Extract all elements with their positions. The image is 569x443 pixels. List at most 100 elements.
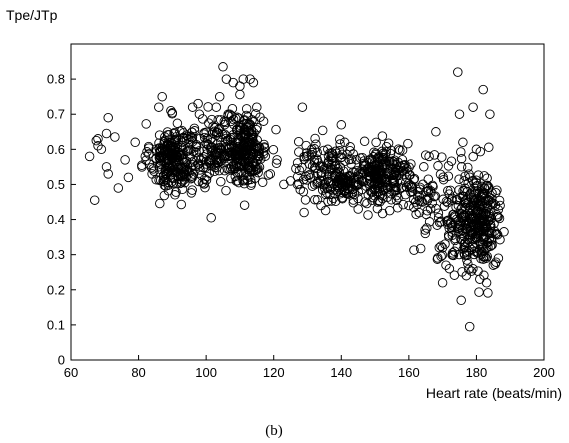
data-point [188, 169, 199, 179]
data-point [233, 143, 243, 154]
data-point [464, 172, 475, 182]
data-point [360, 197, 370, 207]
data-point [443, 161, 454, 171]
y-tick-label: 0.6 [47, 142, 65, 157]
data-point [310, 133, 320, 144]
data-point [491, 228, 502, 239]
data-point [412, 191, 423, 201]
data-point [312, 195, 323, 205]
data-point [339, 175, 349, 186]
data-point [155, 198, 165, 209]
data-point [180, 158, 190, 168]
data-point [433, 208, 444, 218]
data-point [182, 164, 192, 175]
data-point [384, 156, 394, 167]
data-point [431, 127, 441, 137]
data-point [307, 181, 318, 191]
data-point [393, 144, 404, 154]
data-point [204, 168, 215, 179]
data-point [476, 249, 487, 259]
data-point [414, 192, 425, 202]
plot-frame [70, 43, 545, 361]
data-point [464, 243, 475, 253]
data-point [162, 130, 173, 140]
data-point [179, 163, 189, 173]
data-point [371, 137, 381, 148]
data-point [482, 237, 492, 247]
data-point [483, 288, 493, 298]
data-point [263, 170, 274, 180]
data-point [293, 136, 304, 147]
data-point [409, 202, 419, 213]
y-axis-title: Tpe/JTp [6, 7, 58, 23]
data-point [441, 196, 452, 207]
data-point [168, 153, 179, 163]
data-point [442, 219, 453, 230]
data-point [211, 149, 221, 160]
data-point [351, 154, 361, 165]
y-tick-label: 0.5 [47, 177, 65, 192]
data-point [239, 200, 250, 210]
data-point [348, 195, 359, 205]
data-point [369, 147, 379, 158]
data-point [446, 156, 457, 166]
data-point [400, 177, 411, 188]
data-point [456, 147, 466, 157]
y-tick-label: 0.3 [47, 247, 65, 262]
data-point [221, 185, 231, 196]
figure-caption: (b) [265, 423, 283, 439]
data-point [298, 187, 309, 197]
data-point [471, 144, 482, 155]
x-tick-label: 80 [131, 365, 145, 380]
data-point [484, 142, 494, 153]
data-point [417, 197, 428, 207]
data-point [322, 182, 332, 193]
data-point [457, 228, 467, 238]
y-tick-label: 0.2 [47, 282, 65, 297]
data-point [268, 144, 279, 155]
data-point [244, 135, 255, 146]
data-point [101, 128, 112, 139]
data-point [340, 156, 350, 167]
data-point [422, 195, 433, 206]
x-tick-label: 200 [533, 365, 555, 380]
data-point [372, 203, 383, 214]
data-point [486, 198, 497, 208]
data-point [403, 138, 413, 149]
data-point [161, 170, 171, 180]
data-point [398, 199, 408, 210]
data-point [254, 162, 265, 172]
data-point [463, 259, 473, 269]
data-point [409, 174, 419, 185]
data-point [257, 177, 268, 188]
y-tick-label: 0.8 [47, 72, 65, 87]
data-point [223, 136, 233, 146]
data-point [395, 145, 405, 156]
data-point [234, 133, 244, 144]
data-point [404, 200, 414, 211]
data-point [223, 111, 233, 121]
data-point [381, 141, 392, 152]
data-point [462, 255, 472, 265]
data-point [202, 133, 212, 144]
data-point [193, 159, 204, 170]
data-point [123, 172, 134, 183]
data-point [445, 185, 456, 196]
data-point [493, 212, 503, 222]
data-point [213, 115, 223, 125]
data-point [484, 215, 494, 226]
data-point [155, 155, 165, 165]
data-point [206, 213, 216, 223]
data-point [337, 177, 348, 188]
data-point [184, 168, 194, 178]
data-point [225, 163, 236, 174]
data-point [248, 77, 259, 88]
data-point [493, 204, 504, 215]
data-point [197, 177, 208, 188]
data-point [491, 187, 501, 198]
data-point [477, 189, 488, 200]
data-point [419, 162, 429, 172]
data-point [463, 162, 473, 173]
data-point [440, 239, 450, 249]
data-point [271, 124, 281, 135]
